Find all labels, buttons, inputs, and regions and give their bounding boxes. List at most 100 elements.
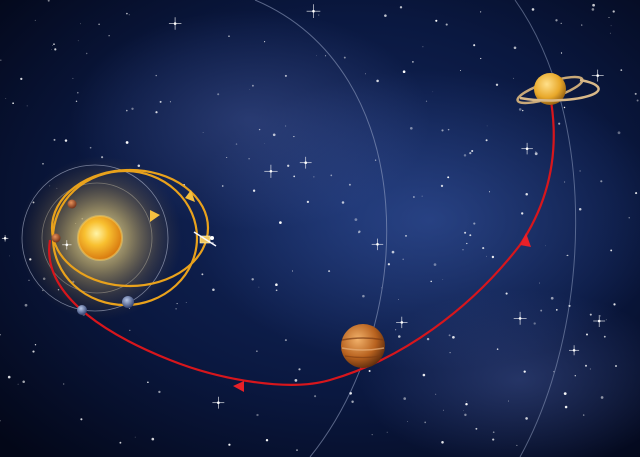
star-icon: [560, 52, 563, 54]
star-icon: [12, 102, 14, 105]
planet-icon: [67, 199, 77, 209]
star-icon: [516, 444, 518, 446]
sun-corona: [77, 215, 123, 261]
star-icon: [362, 294, 365, 298]
star-icon: [20, 77, 23, 81]
star-icon: [279, 221, 282, 224]
star-icon: [582, 414, 585, 416]
star-icon: [0, 420, 1, 422]
star-icon: [635, 192, 638, 195]
star-icon: [72, 77, 74, 79]
star-icon: [64, 139, 68, 142]
star-icon: [525, 192, 528, 196]
star-icon: [9, 255, 10, 257]
spacecraft-icon: [193, 231, 217, 247]
star-icon: [508, 400, 510, 402]
star-icon: [168, 17, 182, 30]
saturn-orbit-line: [514, 0, 577, 457]
star-icon: [368, 370, 371, 372]
star-icon: [54, 48, 57, 51]
saturn-planet: [516, 73, 600, 105]
star-icon: [396, 316, 408, 329]
star-icon: [374, 159, 377, 161]
star-icon: [131, 107, 134, 110]
star-icon: [469, 234, 472, 237]
star-icon: [521, 109, 524, 112]
star-icon: [358, 230, 361, 233]
star-icon: [47, 0, 50, 2]
star-icon: [610, 25, 612, 27]
star-icon: [386, 431, 388, 433]
star-icon: [452, 335, 455, 339]
jupiter-planet: [341, 324, 385, 368]
star-icon: [98, 23, 100, 26]
star-icon: [17, 383, 19, 385]
star-icon: [284, 74, 287, 77]
star-icon: [447, 176, 450, 179]
star-icon: [513, 46, 517, 50]
star-icon: [610, 249, 613, 252]
sun-icon: [78, 216, 122, 260]
star-icon: [134, 436, 136, 438]
star-icon: [51, 49, 52, 50]
star-icon: [7, 375, 11, 379]
star-icon: [376, 79, 379, 83]
star-icon: [482, 247, 485, 250]
star-icon: [202, 132, 204, 133]
star-icon: [593, 315, 606, 327]
star-icon: [77, 40, 79, 42]
star-icon: [201, 273, 204, 276]
star-icon: [424, 421, 427, 424]
star-icon: [403, 397, 407, 400]
star-icon: [228, 443, 231, 446]
star-icon: [422, 46, 424, 48]
star-icon: [600, 315, 601, 317]
star-icon: [248, 157, 250, 160]
star-icon: [521, 142, 533, 155]
star-icon: [275, 289, 278, 292]
star-icon: [330, 174, 333, 177]
star-icon: [492, 431, 495, 434]
star-icon: [119, 441, 122, 444]
star-icon: [555, 19, 558, 22]
star-icon: [293, 175, 296, 178]
star-icon: [52, 45, 53, 46]
star-icon: [251, 278, 254, 281]
star-icon: [589, 313, 592, 316]
star-icon: [272, 133, 276, 137]
star-icon: [313, 176, 315, 178]
star-icon: [328, 270, 331, 273]
star-icon: [402, 258, 404, 261]
star-icon: [535, 151, 537, 153]
star-icon: [486, 125, 488, 127]
star-icon: [354, 218, 358, 221]
star-icon: [256, 413, 259, 417]
star-icon: [600, 396, 604, 399]
star-icon: [574, 375, 576, 377]
star-icon: [462, 249, 464, 251]
star-icon: [603, 335, 606, 338]
star-icon: [85, 52, 88, 55]
planet-icon: [77, 305, 87, 315]
star-icon: [221, 185, 224, 187]
star-icon: [287, 164, 290, 167]
star-icon: [147, 381, 149, 384]
star-icon: [405, 235, 407, 237]
star-icon: [463, 154, 467, 157]
star-icon: [566, 255, 568, 256]
star-icon: [28, 279, 30, 281]
star-icon: [398, 335, 401, 338]
star-icon: [34, 344, 37, 346]
star-icon: [488, 191, 491, 193]
star-icon: [555, 309, 558, 311]
star-icon: [108, 35, 110, 37]
star-icon: [62, 240, 72, 250]
star-icon: [550, 296, 554, 300]
star-icon: [495, 83, 499, 86]
planet-icon: [51, 233, 61, 243]
star-icon: [235, 143, 238, 145]
star-icon: [608, 17, 610, 19]
star-icon: [371, 433, 373, 436]
star-icon: [492, 438, 495, 441]
star-icon: [306, 4, 321, 18]
